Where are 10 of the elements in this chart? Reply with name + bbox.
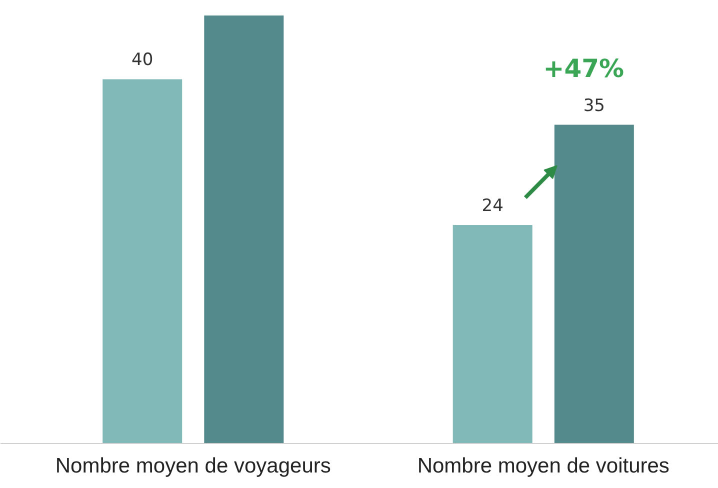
data-label: 40	[132, 50, 154, 70]
bar	[102, 79, 182, 444]
bar	[554, 124, 634, 444]
x-tick-label: Nombre moyen de voitures	[417, 454, 670, 478]
bar	[452, 224, 532, 444]
data-label: 24	[482, 196, 504, 216]
annotation: +47%	[543, 54, 624, 83]
x-tick-label: Nombre moyen de voyageurs	[55, 454, 331, 478]
bar	[204, 16, 284, 444]
data-label: 35	[583, 96, 605, 116]
